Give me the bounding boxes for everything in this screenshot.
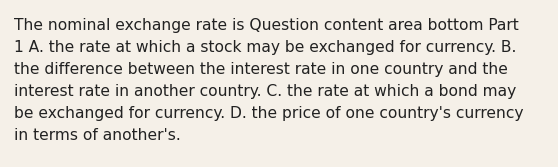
Text: The nominal exchange rate is Question content area bottom Part: The nominal exchange rate is Question co…: [14, 18, 519, 33]
Text: interest rate in another country. C. the rate at which a bond may: interest rate in another country. C. the…: [14, 84, 516, 99]
Text: 1 A. the rate at which a stock may be exchanged for currency. B.: 1 A. the rate at which a stock may be ex…: [14, 40, 516, 55]
Text: in terms of another's.: in terms of another's.: [14, 128, 181, 143]
Text: the difference between the interest rate in one country and the: the difference between the interest rate…: [14, 62, 508, 77]
Text: be exchanged for currency. D. the price of one country's currency: be exchanged for currency. D. the price …: [14, 106, 523, 121]
